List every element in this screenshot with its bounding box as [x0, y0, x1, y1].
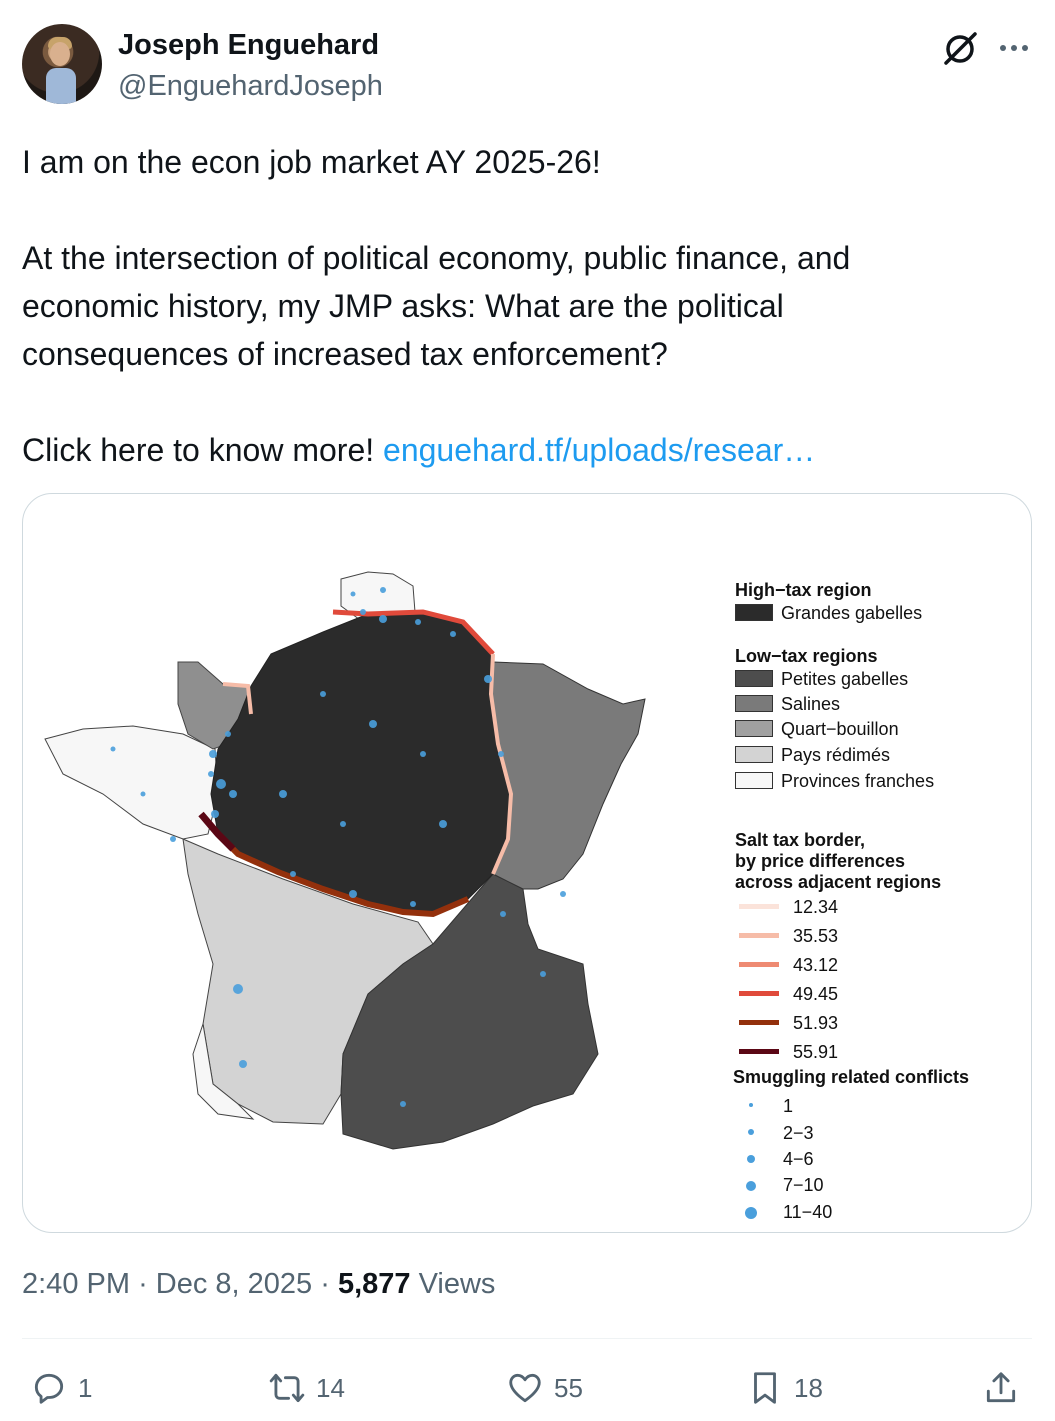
like-count: 55: [554, 1372, 583, 1403]
meta-separator: ·: [320, 1268, 338, 1300]
reply-button[interactable]: 1: [30, 1360, 92, 1416]
legend-border-value: 49.45: [793, 984, 839, 1004]
region-petites-gabelles: [340, 873, 599, 1150]
like-icon: [509, 1373, 541, 1403]
region-brittany: [44, 725, 219, 840]
legend-border-value: 12.34: [793, 897, 839, 917]
legend-dot: [747, 1155, 755, 1163]
legend-item-provinces-franches: Provinces franches: [781, 771, 935, 791]
legend-swatch: [735, 720, 773, 737]
like-button[interactable]: 55: [506, 1360, 583, 1416]
legend-swatch: [735, 746, 773, 763]
legend-border-title-2: by price differences: [735, 851, 906, 871]
border-east: [488, 653, 514, 875]
avatar[interactable]: [22, 24, 102, 104]
tweet-link[interactable]: enguehard.tf/uploads/resear…: [383, 432, 816, 468]
legend-conflict-value: 2−3: [783, 1123, 814, 1143]
legend-item-petites-gabelles: Petites gabelles: [781, 669, 909, 689]
legend-item-pays-redimes: Pays rédimés: [781, 745, 891, 765]
retweet-icon: [269, 1373, 305, 1403]
legend-high-tax-title: High−tax region: [735, 580, 872, 600]
legend-line: [739, 904, 779, 909]
action-bar: 1 14 55 18: [22, 1360, 1032, 1416]
legend-dot: [745, 1207, 757, 1219]
region-salines: [490, 661, 646, 890]
legend-border-title-3: across adjacent regions: [735, 872, 942, 892]
bookmark-button[interactable]: 18: [746, 1360, 823, 1416]
tweet-header: Joseph Enguehard @EnguehardJoseph: [22, 24, 1032, 106]
legend-border-value: 35.53: [793, 926, 839, 946]
border-normandy: [222, 682, 253, 715]
tweet-time[interactable]: 2:40 PM: [22, 1268, 130, 1300]
legend-item-grandes-gabelles: Grandes gabelles: [781, 603, 923, 623]
views-count: 5,877: [337, 1268, 411, 1300]
legend-line: [739, 1049, 779, 1054]
legend-swatch: [735, 695, 773, 712]
reply-count: 1: [78, 1372, 93, 1403]
share-icon: [986, 1372, 1016, 1403]
share-button[interactable]: [982, 1360, 1030, 1416]
tweet-text: I am on the econ job market AY 2025-26! …: [22, 138, 1032, 474]
legend-border-value: 55.91: [793, 1042, 839, 1062]
legend-line: [739, 962, 779, 967]
reply-icon: [34, 1373, 64, 1404]
legend-border-value: 43.12: [793, 955, 839, 975]
legend-conflicts-title: Smuggling related conflicts: [733, 1067, 970, 1087]
author-name[interactable]: Joseph Enguehard: [118, 29, 380, 61]
views-label: Views: [418, 1268, 496, 1300]
legend-conflict-value: 4−6: [783, 1149, 814, 1169]
legend-dot: [748, 1129, 754, 1135]
legend-line: [739, 991, 779, 996]
tweet-date[interactable]: Dec 8, 2025: [155, 1268, 313, 1300]
border-north: [332, 609, 495, 656]
more-icon[interactable]: [994, 30, 1034, 66]
bookmark-count: 18: [794, 1372, 823, 1403]
legend-border-title-1: Salt tax border,: [735, 830, 866, 850]
france-salt-tax-map: [44, 571, 646, 1150]
border-west: [198, 811, 236, 852]
legend-swatch: [735, 772, 773, 789]
retweet-count: 14: [316, 1372, 345, 1403]
legend-swatch: [735, 670, 773, 687]
legend-border-value: 51.93: [793, 1013, 839, 1033]
meta-separator: ·: [138, 1268, 156, 1300]
region-southwest-franches: [192, 1023, 255, 1120]
author-handle[interactable]: @EnguehardJoseph: [118, 70, 383, 102]
legend-item-salines: Salines: [781, 694, 841, 714]
legend-line: [739, 1020, 779, 1025]
grok-icon[interactable]: [940, 28, 980, 68]
retweet-button[interactable]: 14: [268, 1360, 345, 1416]
legend-dot: [749, 1103, 753, 1107]
legend-conflict-value: 7−10: [783, 1175, 824, 1195]
tweet-meta: 2:40 PM · Dec 8, 2025 · 5,877 Views: [22, 1268, 495, 1301]
legend-dot: [746, 1181, 756, 1191]
conflict-dots: [110, 587, 566, 1107]
legend-line: [739, 933, 779, 938]
legend-conflict-value: 1: [783, 1096, 794, 1116]
tweet-body: I am on the econ job market AY 2025-26! …: [22, 144, 851, 468]
bookmark-icon: [754, 1372, 776, 1404]
tweet-media-map[interactable]: High−tax region Grandes gabelles Low−tax…: [22, 493, 1032, 1233]
border-south: [215, 831, 470, 918]
legend-swatch: [735, 604, 773, 621]
legend-item-quart-bouillon: Quart−bouillon: [781, 719, 899, 739]
legend-low-tax-title: Low−tax regions: [735, 646, 878, 666]
legend-conflict-value: 11−40: [783, 1202, 833, 1222]
divider: [22, 1338, 1032, 1339]
